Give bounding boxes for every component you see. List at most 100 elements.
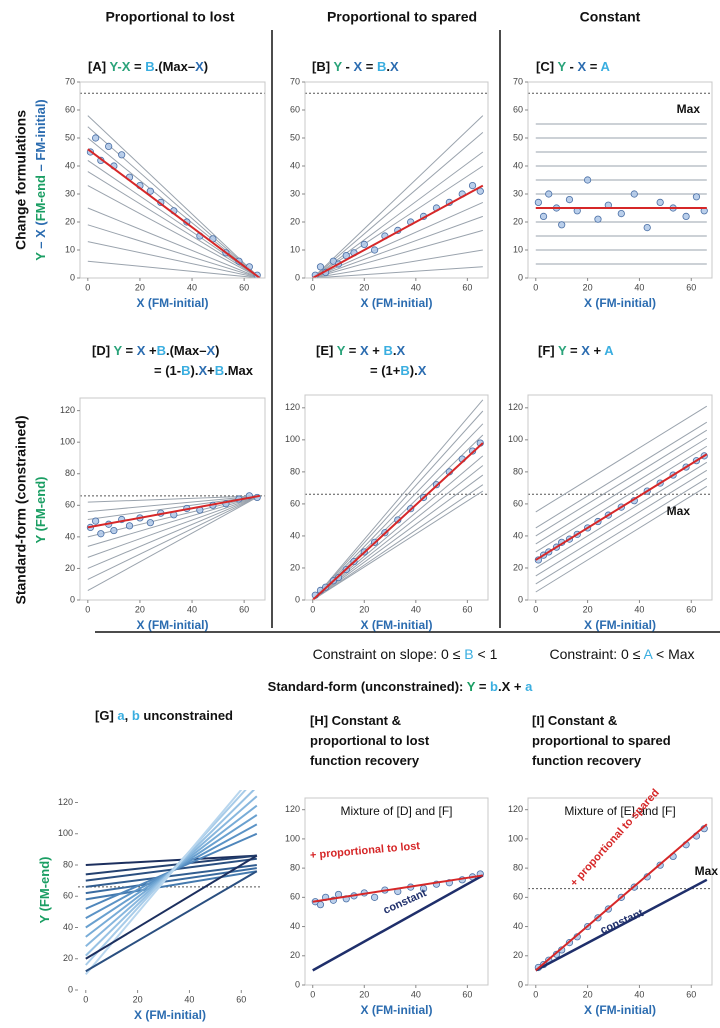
text-segment: FM-end — [33, 175, 48, 221]
panel-title: proportional to spared — [532, 733, 671, 748]
constant-label: constant — [382, 887, 429, 917]
text-segment: + — [145, 343, 157, 358]
y-tick-label: 100 — [508, 434, 523, 444]
plot-area — [311, 870, 484, 972]
text-segment: = — [130, 59, 145, 74]
constant-line — [312, 874, 484, 972]
point — [682, 212, 690, 220]
text-segment: [B] — [312, 59, 333, 74]
y-tick-label: 80 — [513, 466, 523, 476]
y-tick-label: 120 — [58, 797, 73, 807]
y-tick-label: 10 — [65, 244, 75, 254]
y-tick-label: 80 — [65, 468, 75, 478]
x-tick-label: 40 — [634, 282, 644, 292]
reference-line — [85, 790, 247, 966]
text-segment: B — [157, 343, 166, 358]
point — [370, 246, 379, 254]
text-segment: Y — [333, 59, 342, 74]
reference-line — [312, 490, 484, 600]
reference-line — [535, 421, 708, 529]
y-tick-label: 20 — [63, 953, 73, 963]
text-segment: + — [590, 343, 604, 358]
x-axis-label: X (FM-initial) — [584, 296, 656, 310]
plot-area — [305, 399, 488, 600]
y-tick-label: 10 — [513, 244, 523, 254]
reference-line — [85, 870, 258, 973]
panel-title: proportional to lost — [310, 733, 430, 748]
reference-line — [87, 126, 261, 278]
y-tick-label: 80 — [290, 466, 300, 476]
reference-line — [312, 410, 484, 600]
reference-line — [312, 484, 484, 600]
point — [692, 193, 701, 201]
y-tick-label: 100 — [285, 434, 300, 444]
y-tick-label: 100 — [58, 828, 73, 838]
reference-line — [535, 445, 708, 553]
x-tick-label: 40 — [634, 989, 644, 999]
x-tick-label: 20 — [135, 604, 145, 614]
x-tick-label: 60 — [462, 604, 472, 614]
y-tick-label: 120 — [60, 405, 75, 415]
plot-area — [528, 405, 712, 593]
text-segment: Y-X — [109, 59, 130, 74]
x-tick-label: 40 — [187, 604, 197, 614]
text-segment: + — [207, 363, 215, 378]
reference-line — [85, 870, 257, 901]
reference-line — [85, 854, 257, 876]
plot-area — [305, 92, 488, 278]
text-segment: Y (FM-end) — [33, 477, 48, 544]
x-tick-label: 0 — [83, 994, 88, 1004]
x-tick-label: 0 — [533, 989, 538, 999]
y-tick-label: 20 — [65, 216, 75, 226]
plot-frame — [79, 397, 266, 601]
y-tick-label: 20 — [513, 950, 523, 960]
y-tick-label: 0 — [70, 594, 75, 604]
point — [118, 151, 126, 159]
text-segment: function recovery — [310, 753, 420, 768]
y-tick-label: 20 — [290, 562, 300, 572]
point — [545, 190, 553, 198]
x-tick-label: 20 — [583, 282, 593, 292]
x-axis-label: X (FM-initial) — [137, 618, 209, 632]
text-segment: Y — [337, 343, 346, 358]
panel-title: [E] Y = X + B.X — [316, 343, 406, 358]
x-tick-label: 20 — [359, 989, 369, 999]
text-segment: B — [400, 363, 409, 378]
text-segment: B — [215, 363, 224, 378]
text-segment: = — [566, 343, 581, 358]
y-tick-label: 50 — [513, 132, 523, 142]
text-segment: X — [581, 343, 590, 358]
y-tick-label: 40 — [290, 530, 300, 540]
reference-line — [312, 151, 484, 278]
plot-frame — [304, 81, 489, 279]
y-tick-label: 60 — [513, 892, 523, 902]
column-header: Proportional to spared — [327, 9, 477, 25]
x-tick-label: 40 — [411, 989, 421, 999]
reference-line — [87, 495, 260, 558]
x-axis-label: X (FM-initial) — [584, 618, 656, 632]
y-tick-label: 30 — [65, 188, 75, 198]
point — [146, 187, 154, 195]
text-segment: B — [181, 363, 190, 378]
reference-line — [87, 171, 261, 278]
text-segment: X — [577, 59, 586, 74]
text-segment: .X + — [498, 679, 525, 694]
text-segment: = — [475, 679, 490, 694]
text-segment: Y — [558, 343, 567, 358]
reference-line — [87, 224, 260, 278]
point — [468, 447, 477, 455]
plot-frame — [527, 394, 713, 601]
x-axis-label: X (FM-initial) — [137, 296, 209, 310]
text-segment: – X ( — [33, 221, 48, 253]
text-segment: A — [604, 343, 614, 358]
point — [558, 221, 566, 229]
text-segment: < Max — [652, 646, 694, 662]
text-segment: Standard-form (unconstrained): — [268, 679, 467, 694]
text-segment: B — [383, 343, 392, 358]
text-segment: - — [342, 59, 354, 74]
text-segment: .(Max– — [155, 59, 195, 74]
reference-line — [87, 115, 261, 278]
text-segment: Constraint on slope: 0 ≤ — [313, 646, 465, 662]
reference-line — [312, 266, 483, 278]
y-tick-label: 0 — [518, 272, 523, 282]
